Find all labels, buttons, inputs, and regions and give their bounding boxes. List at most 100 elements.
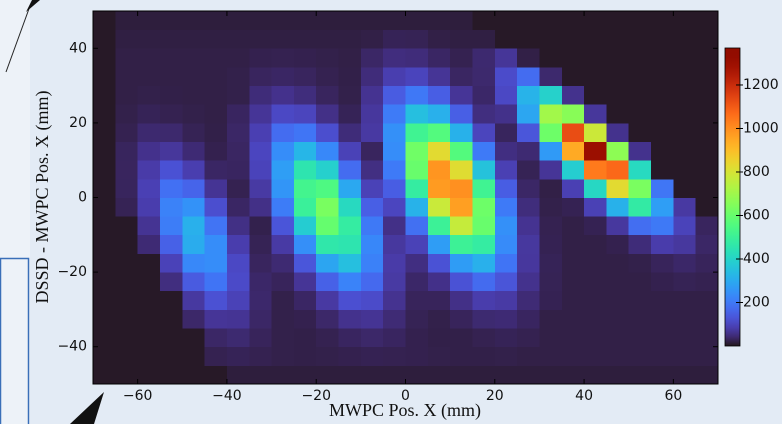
heatmap-cell	[450, 234, 473, 254]
heatmap-cell	[517, 122, 540, 142]
heatmap-cell	[651, 328, 674, 348]
heatmap-cell	[606, 66, 630, 86]
heatmap-cell	[293, 253, 317, 273]
heatmap-cell	[360, 253, 384, 273]
x-tick-label: −20	[301, 388, 331, 404]
heatmap-cell	[271, 272, 295, 292]
heatmap-cell	[606, 29, 630, 49]
heatmap-cell	[360, 234, 384, 254]
heatmap-cell	[383, 85, 406, 105]
heatmap-cell	[539, 48, 563, 68]
heatmap-cell	[561, 122, 585, 142]
heatmap-cell	[93, 85, 116, 105]
heatmap-cell	[561, 66, 585, 86]
heatmap-cell	[383, 365, 406, 385]
heatmap-cell	[338, 253, 362, 273]
heatmap-cell	[628, 365, 652, 385]
heatmap-cell	[316, 85, 339, 105]
heatmap-cell	[204, 160, 228, 180]
heatmap-cell	[182, 197, 206, 217]
heatmap-cell	[360, 290, 384, 310]
heatmap-cell	[226, 365, 250, 385]
heatmap-cell	[316, 253, 339, 273]
heatmap-cell	[360, 122, 384, 142]
heatmap-cell	[383, 216, 406, 236]
heatmap-cell	[494, 309, 518, 329]
heatmap-cell	[338, 197, 362, 217]
heatmap-cell	[293, 290, 317, 310]
heatmap-cell	[695, 197, 719, 217]
heatmap-cell	[561, 272, 585, 292]
heatmap-cell	[360, 346, 384, 366]
heatmap-cell	[405, 234, 429, 254]
x-axis-label: MWPC Pos. X (mm)	[329, 400, 481, 421]
heatmap-cell	[584, 160, 607, 180]
heatmap-cell	[115, 29, 139, 49]
heatmap-cell	[494, 178, 518, 198]
colorbar-tick-label: 200	[743, 294, 770, 310]
heatmap-cell	[271, 160, 295, 180]
heatmap-cell	[628, 66, 652, 86]
heatmap-cell	[360, 141, 384, 161]
heatmap-cell	[517, 365, 540, 385]
heatmap-cell	[472, 122, 496, 142]
heatmap-cell	[137, 66, 161, 86]
heatmap-cell	[651, 160, 674, 180]
heatmap-cell	[450, 29, 473, 49]
heatmap-cell	[427, 85, 451, 105]
heatmap-cell	[159, 346, 183, 366]
heatmap-cell	[494, 253, 518, 273]
heatmap-cell	[584, 141, 607, 161]
heatmap-cell	[628, 272, 652, 292]
heatmap-cell	[271, 346, 295, 366]
x-tick-label: 20	[486, 388, 504, 404]
heatmap-cell	[405, 66, 429, 86]
heatmap-cell	[159, 85, 183, 105]
heatmap-cell	[115, 346, 139, 366]
heatmap-cell	[517, 48, 540, 68]
heatmap-cell	[673, 122, 697, 142]
heatmap-cell	[182, 85, 206, 105]
heatmap-cell	[584, 197, 607, 217]
heatmap-cell	[427, 141, 451, 161]
heatmap-cell	[450, 122, 473, 142]
heatmap-cell	[427, 122, 451, 142]
heatmap-cell	[249, 66, 272, 86]
heatmap-cell	[539, 309, 563, 329]
heatmap-cell	[539, 346, 563, 366]
colorbar	[724, 47, 741, 347]
heatmap-cell	[182, 309, 206, 329]
heatmap-cell	[204, 253, 228, 273]
heatmap-cell	[226, 328, 250, 348]
heatmap-cell	[137, 346, 161, 366]
heatmap-cell	[271, 66, 295, 86]
heatmap-cell	[115, 365, 139, 385]
heatmap-cell	[226, 104, 250, 124]
heatmap-cell	[137, 160, 161, 180]
heatmap-cell	[249, 272, 272, 292]
heatmap-cell	[93, 365, 116, 385]
heatmap-cell	[182, 66, 206, 86]
heatmap-cell	[93, 48, 116, 68]
heatmap-cell	[293, 141, 317, 161]
heatmap-cell	[517, 309, 540, 329]
heatmap-cell	[338, 122, 362, 142]
heatmap-cell	[360, 11, 384, 31]
heatmap-cell	[494, 122, 518, 142]
heatmap-cell	[561, 11, 585, 31]
heatmap-cell	[293, 178, 317, 198]
heatmap-cell	[137, 85, 161, 105]
heatmap-cell	[115, 178, 139, 198]
heatmap-cell	[137, 272, 161, 292]
heatmap-cell	[628, 11, 652, 31]
heatmap-cell	[405, 48, 429, 68]
heatmap-cell	[450, 197, 473, 217]
heatmap-cell	[226, 290, 250, 310]
heatmap-cell	[561, 365, 585, 385]
heatmap-cell	[316, 160, 339, 180]
heatmap-cell	[137, 141, 161, 161]
heatmap-cell	[628, 104, 652, 124]
heatmap-cell	[115, 66, 139, 86]
heatmap-cell	[137, 309, 161, 329]
heatmap-cell	[137, 48, 161, 68]
